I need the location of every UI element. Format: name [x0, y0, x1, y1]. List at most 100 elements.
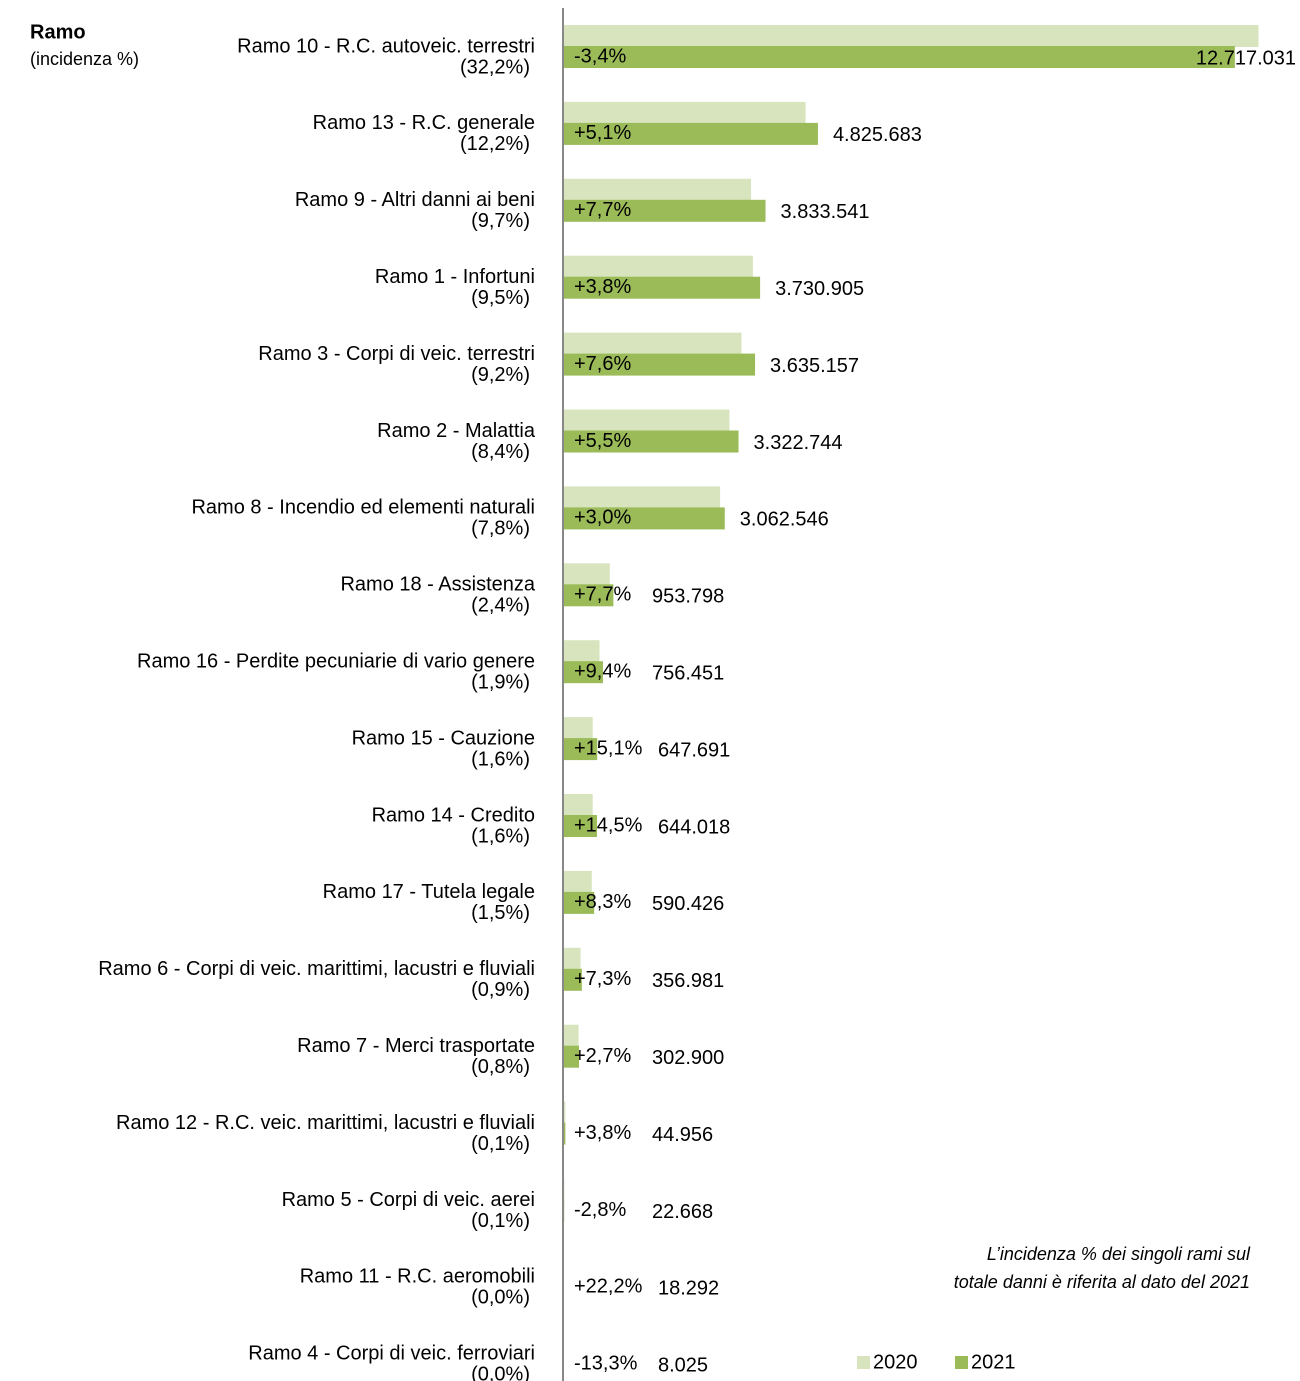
change-label: +3,8%: [574, 276, 631, 298]
category-label: Ramo 11 - R.C. aeromobili: [300, 1266, 535, 1288]
share-label: (8,4%): [471, 441, 530, 463]
category-label: Ramo 8 - Incendio ed elementi naturali: [191, 497, 535, 519]
change-label: +7,7%: [574, 199, 631, 221]
bar: [563, 122, 818, 145]
category-label: Ramo 18 - Assistenza: [340, 574, 535, 596]
category-label: Ramo 15 - Cauzione: [352, 727, 535, 749]
value-label: 3.062.546: [740, 509, 829, 531]
bar: [563, 815, 598, 837]
change-label: +22,2%: [574, 1276, 643, 1298]
bar: [563, 178, 752, 201]
bar: [563, 584, 614, 607]
bar: [563, 353, 756, 376]
change-label: +7,7%: [574, 584, 631, 606]
value-label: 22.668: [652, 1201, 713, 1223]
bar: [563, 1045, 580, 1068]
share-label: (0,0%): [471, 1364, 530, 1381]
value-label: 647.691: [658, 739, 730, 761]
bar: [563, 1101, 566, 1124]
category-label: Ramo 9 - Altri danni ai beni: [295, 189, 535, 211]
value-label: 590.426: [652, 893, 724, 915]
header-sub: (incidenza %): [30, 49, 139, 69]
share-label: (32,2%): [460, 56, 530, 78]
bar: [563, 46, 1235, 68]
bar: [563, 794, 593, 816]
share-label: (0,8%): [471, 1056, 530, 1078]
bar: [563, 199, 766, 222]
value-label: 356.981: [652, 970, 724, 992]
share-label: (7,8%): [471, 518, 530, 540]
legend-swatch: [857, 1356, 870, 1369]
category-label: Ramo 12 - R.C. veic. marittimi, lacustri…: [116, 1112, 535, 1134]
change-label: +5,5%: [574, 430, 631, 452]
value-label: 953.798: [652, 586, 724, 608]
category-label: Ramo 14 - Credito: [372, 804, 535, 826]
change-label: +9,4%: [574, 660, 631, 682]
share-label: (9,2%): [471, 364, 530, 386]
bar: [563, 409, 730, 432]
bar: [563, 717, 593, 740]
category-label: Ramo 6 - Corpi di veic. marittimi, lacus…: [98, 958, 535, 980]
value-label: 44.956: [652, 1124, 713, 1146]
share-label: (1,6%): [471, 748, 530, 770]
bar: [563, 738, 598, 761]
bar: [563, 276, 761, 299]
value-label: 12.717.031: [1196, 47, 1296, 69]
note: totale danni è riferita al dato del 2021: [954, 1272, 1250, 1292]
category-label: Ramo 7 - Merci trasportate: [297, 1035, 535, 1057]
change-label: -3,4%: [574, 45, 626, 67]
bar: [563, 968, 582, 991]
bar: [563, 661, 603, 684]
category-label: Ramo 3 - Corpi di veic. terrestri: [258, 343, 535, 365]
legend-label: 2020: [873, 1351, 918, 1373]
bar: [563, 870, 592, 893]
bar: [563, 430, 739, 453]
bar: [563, 332, 742, 355]
bar: [563, 255, 753, 278]
value-label: 302.900: [652, 1047, 724, 1069]
change-label: +2,7%: [574, 1045, 631, 1067]
category-label: Ramo 1 - Infortuni: [375, 266, 535, 288]
change-label: +15,1%: [574, 737, 643, 759]
share-label: (9,7%): [471, 210, 530, 232]
change-label: -2,8%: [574, 1199, 626, 1221]
value-label: 3.730.905: [775, 278, 864, 300]
bar: [563, 507, 725, 530]
category-label: Ramo 2 - Malattia: [377, 420, 536, 442]
change-label: +14,5%: [574, 814, 643, 836]
bar: [563, 1024, 579, 1047]
value-label: 3.833.541: [781, 201, 870, 223]
category-label: Ramo 17 - Tutela legale: [323, 881, 535, 903]
change-label: +7,3%: [574, 968, 631, 990]
share-label: (0,1%): [471, 1210, 530, 1232]
bar: [563, 1122, 566, 1145]
change-label: +8,3%: [574, 891, 631, 913]
share-label: (0,0%): [471, 1287, 530, 1309]
share-label: (1,9%): [471, 671, 530, 693]
change-label: +7,6%: [574, 353, 631, 375]
share-label: (2,4%): [471, 595, 530, 617]
header: Ramo: [30, 21, 86, 43]
bar: [563, 101, 806, 124]
share-label: (1,5%): [471, 902, 530, 924]
value-label: 18.292: [658, 1278, 719, 1300]
bar: [563, 486, 721, 509]
change-label: -13,3%: [574, 1353, 638, 1375]
category-label: Ramo 13 - R.C. generale: [313, 112, 535, 134]
category-label: Ramo 4 - Corpi di veic. ferroviari: [248, 1343, 535, 1365]
bar: [563, 25, 1259, 47]
note: L’incidenza % dei singoli rami sul: [987, 1244, 1251, 1264]
value-label: 644.018: [658, 816, 730, 838]
change-label: +3,8%: [574, 1122, 631, 1144]
category-label: Ramo 10 - R.C. autoveic. terrestri: [237, 35, 535, 57]
share-label: (12,2%): [460, 133, 530, 155]
legend-swatch: [955, 1356, 968, 1369]
legend-label: 2021: [971, 1351, 1016, 1373]
bar: [563, 640, 600, 663]
value-label: 3.322.744: [754, 432, 843, 454]
share-label: (0,1%): [471, 1133, 530, 1155]
category-label: Ramo 16 - Perdite pecuniarie di vario ge…: [137, 650, 535, 672]
value-label: 4.825.683: [833, 124, 922, 146]
change-label: +5,1%: [574, 122, 631, 144]
